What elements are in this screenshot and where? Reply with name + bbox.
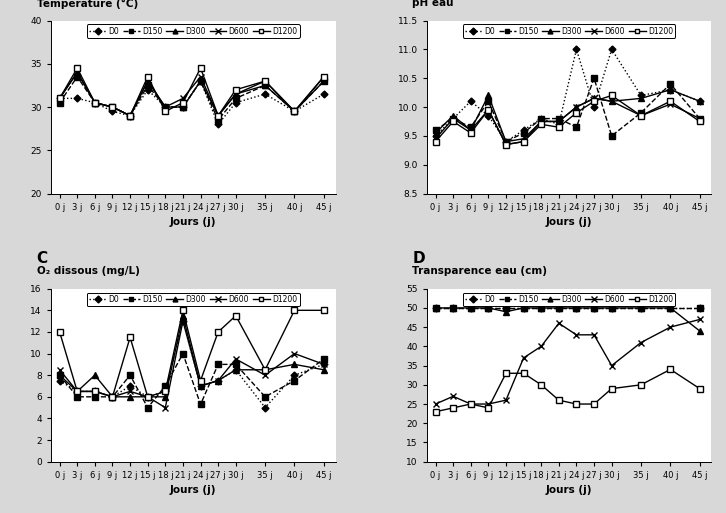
X-axis label: Jours (j): Jours (j)	[546, 485, 592, 495]
Text: D: D	[412, 251, 425, 266]
Legend: D0, D150, D300, D600, D1200: D0, D150, D300, D600, D1200	[462, 292, 675, 306]
Legend: D0, D150, D300, D600, D1200: D0, D150, D300, D600, D1200	[462, 24, 675, 38]
Text: O₂ dissous (mg/L): O₂ dissous (mg/L)	[36, 266, 139, 276]
X-axis label: Jours (j): Jours (j)	[546, 217, 592, 227]
Legend: D0, D150, D300, D600, D1200: D0, D150, D300, D600, D1200	[87, 292, 300, 306]
X-axis label: Jours (j): Jours (j)	[170, 485, 216, 495]
X-axis label: Jours (j): Jours (j)	[170, 217, 216, 227]
Text: pH eau: pH eau	[412, 0, 454, 8]
Legend: D0, D150, D300, D600, D1200: D0, D150, D300, D600, D1200	[87, 24, 300, 38]
Text: Transparence eau (cm): Transparence eau (cm)	[412, 266, 547, 276]
Text: C: C	[36, 251, 48, 266]
Text: Température (°C): Température (°C)	[36, 0, 138, 9]
